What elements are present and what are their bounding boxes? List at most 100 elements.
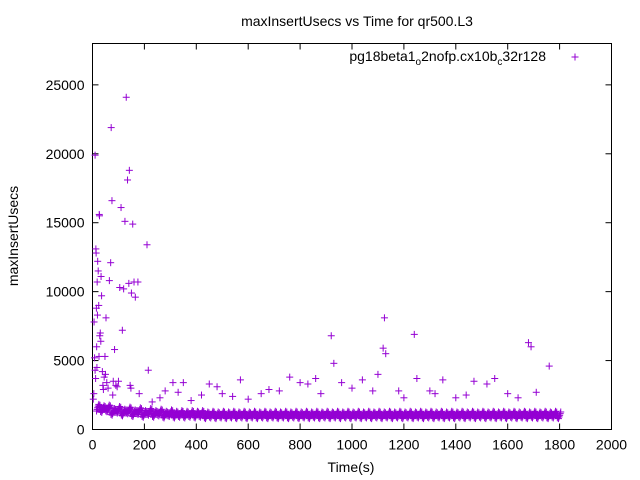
x-tick-label: 1600 [492, 437, 523, 453]
data-point [557, 408, 565, 416]
data-point [91, 354, 99, 362]
data-point [555, 413, 563, 421]
data-point [233, 415, 241, 423]
data-point [257, 390, 265, 398]
data-point [93, 311, 101, 319]
data-point [523, 415, 531, 423]
data-point [260, 409, 268, 417]
data-point [111, 346, 119, 354]
data-point [338, 379, 346, 387]
legend-marker-glyph [571, 53, 579, 61]
data-point [208, 409, 216, 417]
data-point [368, 415, 376, 423]
data-point [530, 409, 538, 417]
data-point [336, 415, 344, 423]
data-point [127, 384, 135, 392]
data-point [93, 278, 101, 286]
data-point [137, 405, 145, 413]
data-point [302, 409, 310, 417]
data-point [556, 410, 564, 418]
data-point [326, 415, 334, 423]
data-point [274, 415, 282, 423]
data-point [90, 318, 98, 326]
y-tick-label: 10000 [46, 284, 85, 300]
data-point [129, 413, 137, 421]
data-point [93, 343, 101, 351]
data-point [358, 376, 366, 384]
data-point [96, 212, 104, 220]
data-point [347, 415, 355, 423]
data-point [134, 278, 142, 286]
data-point [399, 415, 407, 423]
x-axis-label: Time(s) [328, 459, 375, 475]
data-point [388, 415, 396, 423]
data-point [92, 374, 100, 382]
y-tick-label: 5000 [53, 353, 84, 369]
x-tick-label: 1000 [336, 437, 367, 453]
data-point [205, 380, 213, 388]
data-point [406, 409, 414, 417]
data-point [236, 376, 244, 384]
data-point [243, 415, 251, 423]
data-point [285, 415, 293, 423]
data-point [124, 176, 132, 184]
data-point [491, 374, 499, 382]
data-point [271, 409, 279, 417]
data-point [316, 415, 324, 423]
data-point [191, 414, 199, 422]
data-point [106, 404, 114, 412]
data-point [117, 204, 125, 212]
data-point [218, 390, 226, 398]
data-point [98, 292, 106, 300]
data-point [120, 285, 128, 293]
data-point [317, 390, 325, 398]
x-tick-label: 1200 [388, 437, 419, 453]
data-point [554, 415, 562, 423]
data-point [327, 332, 335, 340]
data-point [296, 379, 304, 387]
data-point [286, 373, 294, 381]
data-point [295, 415, 303, 423]
data-point [104, 384, 112, 392]
data-point [160, 414, 168, 422]
data-point [369, 387, 377, 395]
chart-title: maxInsertUsecs vs Time for qr500.L3 [241, 13, 473, 29]
data-point [430, 415, 438, 423]
data-point [116, 284, 124, 292]
data-point [222, 415, 230, 423]
data-point [304, 380, 312, 388]
x-tick-label: 0 [89, 437, 97, 453]
data-point [144, 366, 152, 374]
data-point [212, 415, 220, 423]
data-point [499, 409, 507, 417]
data-point [503, 415, 511, 423]
data-point [264, 415, 272, 423]
data-point [136, 406, 144, 414]
data-point [395, 409, 403, 417]
data-point [440, 415, 448, 423]
data-point [379, 344, 387, 352]
data-point [143, 241, 151, 249]
data-point [99, 381, 107, 389]
data-point [135, 390, 143, 398]
data-point [103, 408, 111, 416]
data-point [229, 409, 237, 417]
data-point [343, 409, 351, 417]
data-point [330, 359, 338, 367]
data-point [125, 405, 133, 413]
x-axis: 0 200 400 600 800 1000 1200 1400 1600 1800 2000 [89, 43, 627, 453]
data-point [281, 409, 289, 417]
data-point [108, 411, 116, 419]
series-points [89, 93, 565, 423]
data-point [179, 379, 187, 387]
data-point [471, 415, 479, 423]
data-point [483, 380, 491, 388]
data-point [108, 197, 116, 205]
y-tick-label: 0 [77, 422, 85, 438]
data-point [98, 408, 106, 416]
data-point [544, 415, 552, 423]
data-point [534, 415, 542, 423]
data-point [395, 387, 403, 395]
data-point [121, 217, 129, 225]
data-point [125, 166, 133, 174]
